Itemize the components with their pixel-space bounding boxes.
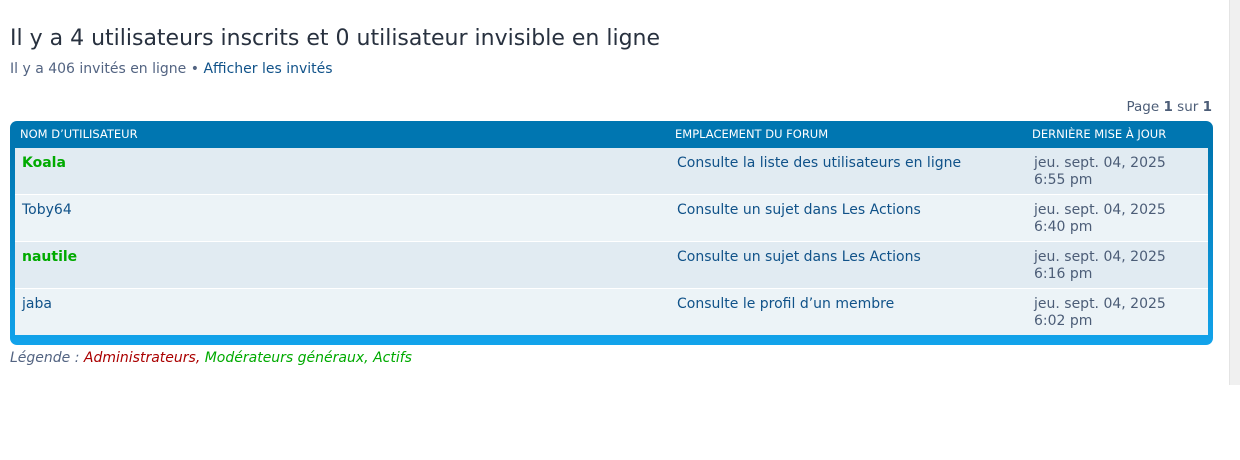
page-title: Il y a 4 utilisateurs inscrits et 0 util… <box>10 26 661 51</box>
date: jeu. sept. 04, 2025 <box>1034 296 1166 312</box>
header-username[interactable]: Nom d’utilisateur <box>20 127 138 141</box>
username-link[interactable]: nautile <box>22 249 78 265</box>
time: 6:16 pm <box>1034 266 1093 282</box>
page-sep: sur <box>1177 99 1199 115</box>
date: jeu. sept. 04, 2025 <box>1034 155 1166 171</box>
header-last-update[interactable]: Dernière mise à jour <box>1032 127 1167 141</box>
guests-count: Il y a 406 invités en ligne <box>10 61 187 77</box>
time: 6:55 pm <box>1034 172 1093 188</box>
separator: • <box>190 61 199 77</box>
header-location[interactable]: Emplacement du forum <box>675 127 829 141</box>
table-row: Koala Consulte la liste des utilisateurs… <box>15 148 1208 194</box>
date: jeu. sept. 04, 2025 <box>1034 202 1166 218</box>
page-label: Page <box>1126 99 1160 115</box>
legend-administrators[interactable]: Administrateurs <box>83 350 196 366</box>
date: jeu. sept. 04, 2025 <box>1034 249 1166 265</box>
current-page: 1 <box>1163 99 1173 115</box>
total-pages: 1 <box>1202 99 1212 115</box>
username-link[interactable]: jaba <box>22 296 52 312</box>
last-update: jeu. sept. 04, 2025 6:55 pm <box>1034 155 1166 189</box>
online-users-table: Nom d’utilisateur Emplacement du forum D… <box>10 121 1213 345</box>
last-update: jeu. sept. 04, 2025 6:02 pm <box>1034 296 1166 330</box>
location-link[interactable]: Consulte le profil d’un membre <box>677 296 895 312</box>
pagination: Page 1 sur 1 <box>1126 99 1212 115</box>
legend-sep: , <box>195 350 205 366</box>
show-guests-link[interactable]: Afficher les invités <box>203 61 333 77</box>
location-link[interactable]: Consulte un sujet dans Les Actions <box>677 249 921 265</box>
last-update: jeu. sept. 04, 2025 6:16 pm <box>1034 249 1166 283</box>
legend-sep: , <box>364 350 374 366</box>
location-link[interactable]: Consulte la liste des utilisateurs en li… <box>677 155 962 171</box>
legend-active[interactable]: Actifs <box>373 350 412 366</box>
scrollbar[interactable] <box>1229 0 1240 385</box>
legend-global-moderators[interactable]: Modérateurs généraux <box>204 350 365 366</box>
username-link[interactable]: Koala <box>22 155 66 171</box>
legend: Légende : Administrateurs, Modérateurs g… <box>10 350 412 366</box>
time: 6:02 pm <box>1034 313 1093 329</box>
table-row: Toby64 Consulte un sujet dans Les Action… <box>15 194 1208 241</box>
time: 6:40 pm <box>1034 219 1093 235</box>
username-link[interactable]: Toby64 <box>22 202 72 218</box>
legend-label: Légende : <box>10 350 80 366</box>
last-update: jeu. sept. 04, 2025 6:40 pm <box>1034 202 1166 236</box>
table-row: nautile Consulte un sujet dans Les Actio… <box>15 241 1208 288</box>
location-link[interactable]: Consulte un sujet dans Les Actions <box>677 202 921 218</box>
table-row: jaba Consulte le profil d’un membre jeu.… <box>15 288 1208 335</box>
guests-info: Il y a 406 invités en ligne • Afficher l… <box>10 61 333 77</box>
